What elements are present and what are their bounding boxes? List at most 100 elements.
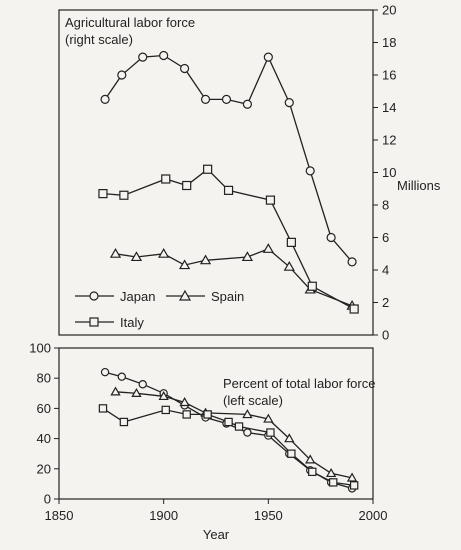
y-tick-label: 40: [37, 431, 51, 446]
data-point: [241, 251, 254, 262]
data-point: [158, 247, 170, 258]
data-point: [329, 478, 338, 487]
triangle-marker-icon: [178, 289, 192, 301]
legend: Japan Spain Italy: [75, 289, 244, 330]
data-point: [199, 254, 212, 265]
data-point: [131, 387, 142, 398]
y-tick-label: 60: [37, 401, 51, 416]
y-tick-label: 20: [382, 3, 396, 18]
data-point: [326, 232, 336, 243]
data-point: [138, 52, 148, 62]
data-point: [347, 257, 357, 267]
top-chart-panel: Agricultural labor force (right scale) M…: [58, 3, 441, 343]
y-tick-label: 2: [382, 295, 389, 310]
data-point: [110, 386, 121, 396]
data-point: [283, 260, 295, 271]
x-tick-label: 2000: [359, 508, 388, 523]
data-point: [98, 404, 108, 413]
bottom-chart-frame: [58, 347, 374, 500]
series-line-japan: [104, 54, 353, 263]
data-point: [223, 185, 234, 195]
data-point: [200, 94, 211, 104]
legend-label-japan: Japan: [120, 289, 155, 304]
data-point: [158, 390, 169, 401]
bottom-left-axis-ticks: 0 20 40 60 80 100: [29, 341, 59, 507]
y-tick-label: 6: [382, 230, 389, 245]
data-point: [325, 467, 337, 478]
data-point: [179, 397, 190, 407]
data-point: [243, 428, 252, 437]
circle-marker-icon: [89, 291, 99, 301]
data-point: [307, 281, 317, 291]
data-point: [263, 413, 274, 423]
y-tick-label: 16: [382, 68, 396, 83]
data-point: [117, 372, 127, 381]
bottom-chart-title: Percent of total labor force: [223, 376, 375, 391]
y-tick-label: 10: [382, 165, 396, 180]
data-point: [100, 367, 110, 377]
series-line-spain: [115, 248, 353, 307]
data-point: [180, 63, 190, 74]
y-tick-label: 4: [382, 263, 389, 278]
top-chart-frame: [58, 9, 374, 336]
data-point: [203, 410, 212, 419]
legend-label-italy: Italy: [120, 315, 144, 330]
data-point: [109, 247, 122, 258]
data-point: [221, 94, 232, 104]
top-chart-subtitle: (right scale): [65, 32, 133, 47]
data-point: [265, 195, 276, 205]
x-tick-label: 1850: [45, 508, 74, 523]
series-japan: [100, 50, 357, 267]
series-italy: [98, 404, 359, 490]
series-line-italy: [102, 168, 355, 310]
y-tick-label: 12: [382, 133, 396, 148]
bottom-chart-series: [98, 367, 359, 493]
data-point: [203, 164, 213, 174]
y-tick-label: 80: [37, 371, 51, 386]
x-tick-label: 1950: [254, 508, 283, 523]
data-point: [119, 190, 129, 200]
y-tick-label: 0: [382, 328, 389, 343]
series-spain: [110, 386, 358, 482]
legend-item-spain: Spain: [166, 289, 244, 304]
top-chart-series: [98, 50, 359, 314]
x-tick-label: 1900: [149, 508, 178, 523]
data-point: [117, 70, 127, 80]
bottom-chart-panel: Percent of total labor force (left scale…: [29, 341, 387, 543]
data-point: [100, 94, 110, 104]
bottom-chart-subtitle: (left scale): [223, 393, 283, 408]
legend-label-spain: Spain: [211, 289, 244, 304]
square-marker-icon: [89, 317, 99, 327]
data-point: [224, 417, 233, 427]
data-point: [349, 481, 359, 490]
y-tick-label: 20: [37, 461, 51, 476]
y-tick-label: 0: [44, 492, 51, 507]
data-point: [161, 174, 171, 184]
data-point: [349, 304, 359, 314]
data-point: [305, 454, 316, 464]
data-point: [286, 237, 296, 247]
data-point: [182, 180, 192, 191]
data-point: [242, 99, 252, 109]
y-tick-label: 14: [382, 100, 396, 115]
data-point: [266, 428, 275, 437]
data-point: [284, 433, 295, 443]
data-point: [182, 410, 191, 419]
top-chart-title: Agricultural labor force: [65, 15, 195, 30]
legend-item-japan: Japan: [75, 289, 155, 304]
top-chart-ylabel: Millions: [397, 178, 441, 193]
data-point: [287, 449, 296, 458]
y-tick-label: 100: [29, 341, 51, 356]
data-point: [159, 50, 169, 61]
x-axis-label: Year: [203, 527, 230, 542]
data-point: [119, 417, 129, 427]
data-point: [130, 251, 143, 262]
data-point: [284, 98, 294, 108]
series-italy: [98, 164, 359, 314]
data-point: [308, 467, 317, 477]
data-point: [242, 409, 253, 419]
data-point: [262, 243, 274, 253]
data-point: [346, 472, 358, 482]
data-point: [98, 189, 108, 199]
